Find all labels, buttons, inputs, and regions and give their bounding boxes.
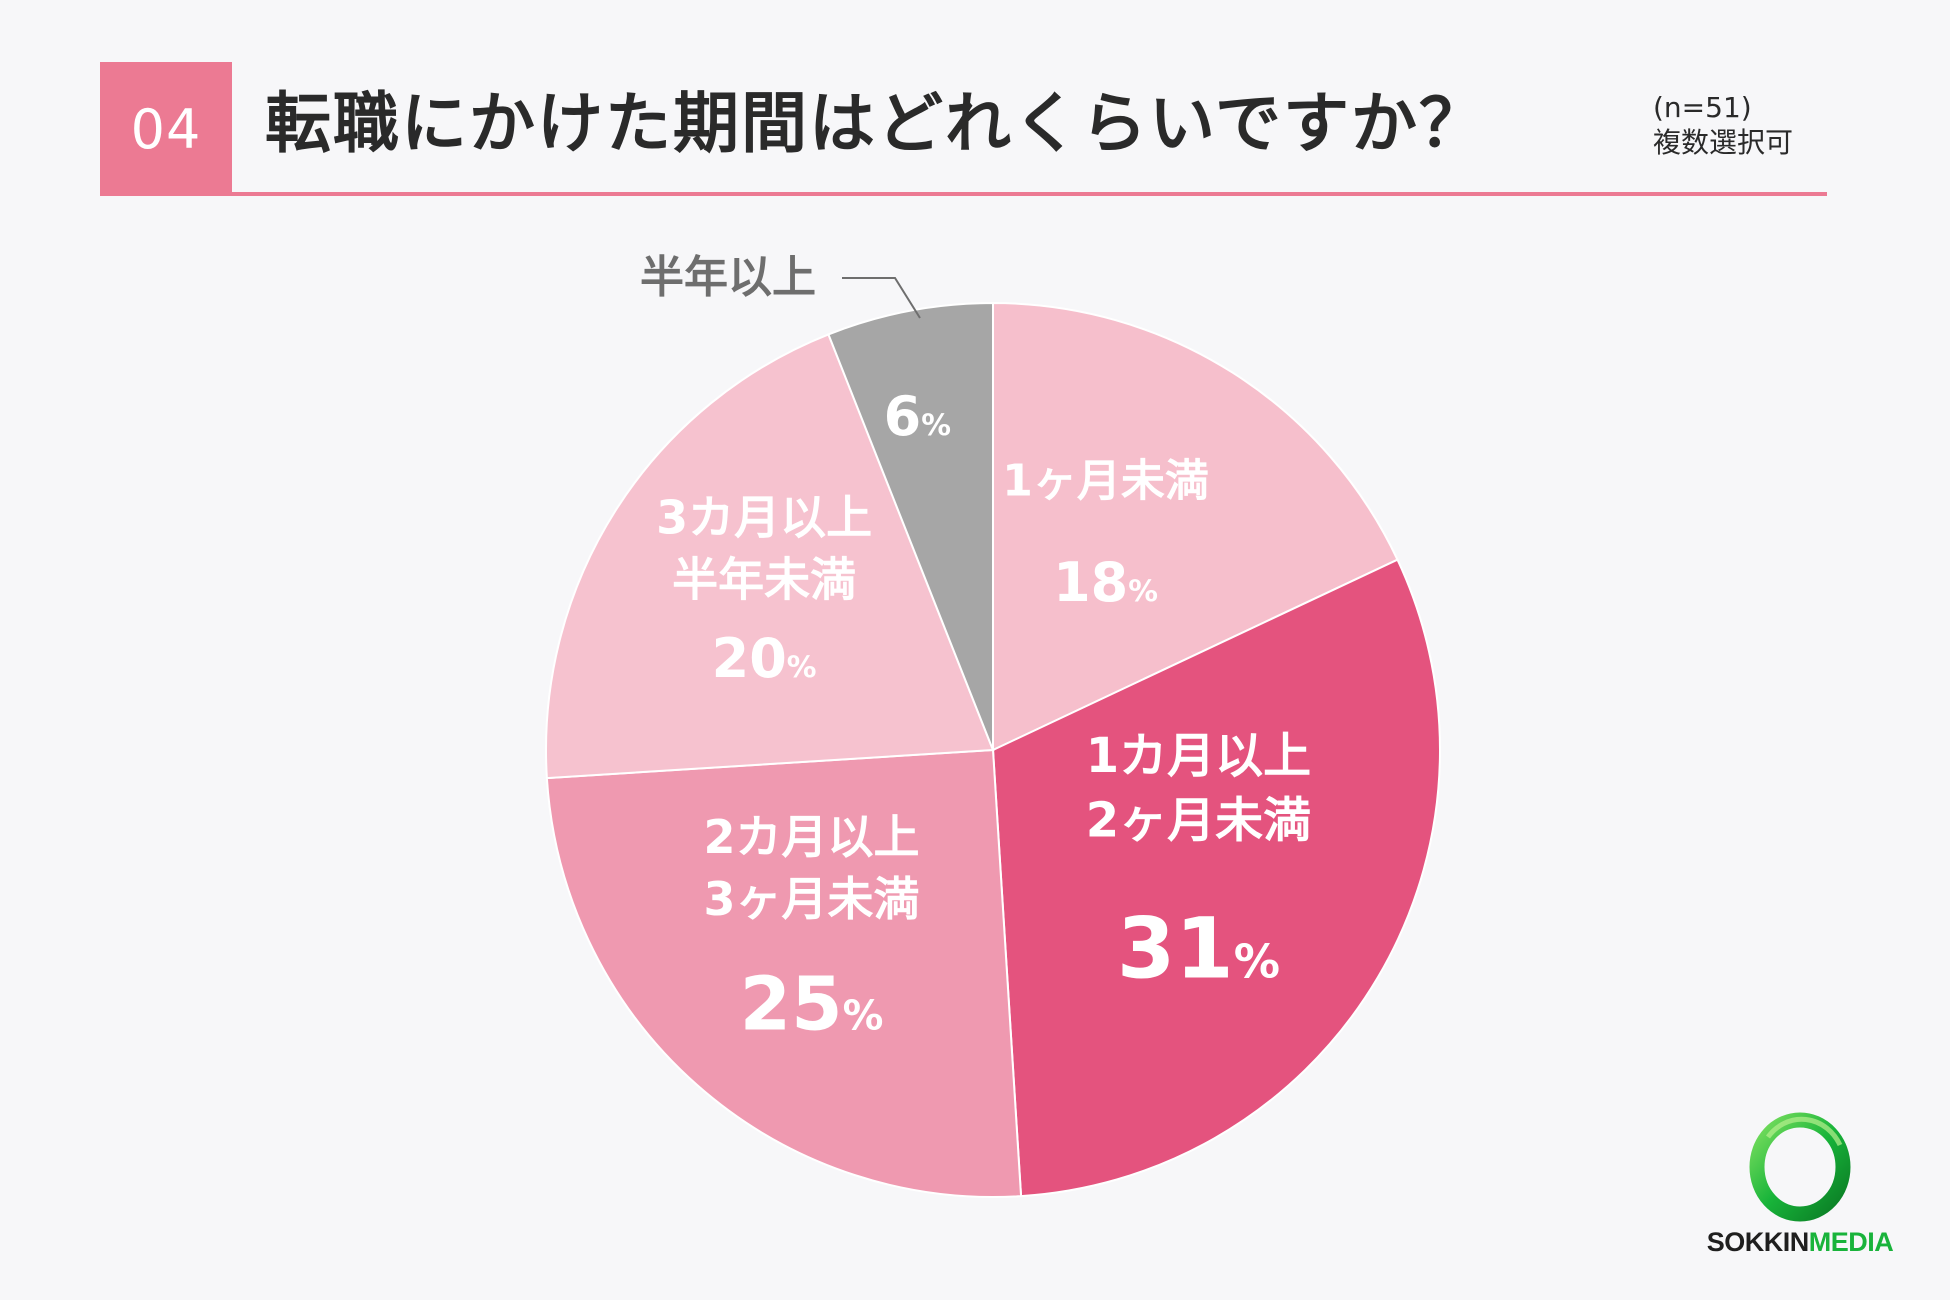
slice-category-label: 1カ月以上 [1086,728,1311,784]
slice-category-label: 2ヶ月未満 [1086,793,1311,849]
slice-category-label: 3ヶ月未満 [704,872,920,926]
pie-slices [545,301,1441,1198]
leader-line [842,277,921,319]
slice-category-label: 1ヶ月未満 [1002,456,1209,507]
logo-wordmark: SOKKINMEDIA [1690,1227,1910,1258]
logo-text-sokkin: SOKKIN [1706,1227,1810,1257]
slice-percent-label: 18% [1053,551,1158,614]
logo-ring-icon [1749,1112,1851,1222]
sample-note: (n=51) 複数選択可 [1653,90,1793,160]
slice-percent-label: 25% [740,961,884,1047]
outside-labels: 半年以上 [640,252,921,319]
slice-percent-label: 6% [884,385,951,448]
pie-slice [545,748,1023,1198]
pie-slice [992,301,1399,752]
multi-select-note: 複数選択可 [1653,126,1794,159]
slice-category-label: 半年未満 [672,552,856,606]
sokkin-media-logo: SOKKINMEDIA [1690,1105,1910,1265]
question-title: 転職にかけた期間はどれくらいですか？ [265,85,1488,162]
pie-slice [991,558,1441,1198]
pie-slice [827,301,994,751]
pie-slice [545,333,995,780]
logo-text-media: MEDIA [1808,1227,1894,1257]
question-number-badge: 04 [100,62,232,196]
pie-labels: 1ヶ月未満 18% 1カ月以上 2ヶ月未満 31% 2カ月以上 3ヶ月未満 25% 3カ月以上半… [656,385,1311,1047]
outside-slice-label: 半年以上 [640,252,816,303]
slice-category-label: 3カ月以上 [656,490,872,544]
slice-percent-label: 31% [1117,900,1280,998]
header: 04 転職にかけた期間はどれくらいですか？ (n=51) 複数選択可 [100,62,1827,196]
slice-percent-label: 20% [712,627,817,690]
header-underline [100,192,1827,196]
slice-category-label: 2カ月以上 [704,810,920,864]
sample-size: (n=51) [1653,91,1752,124]
